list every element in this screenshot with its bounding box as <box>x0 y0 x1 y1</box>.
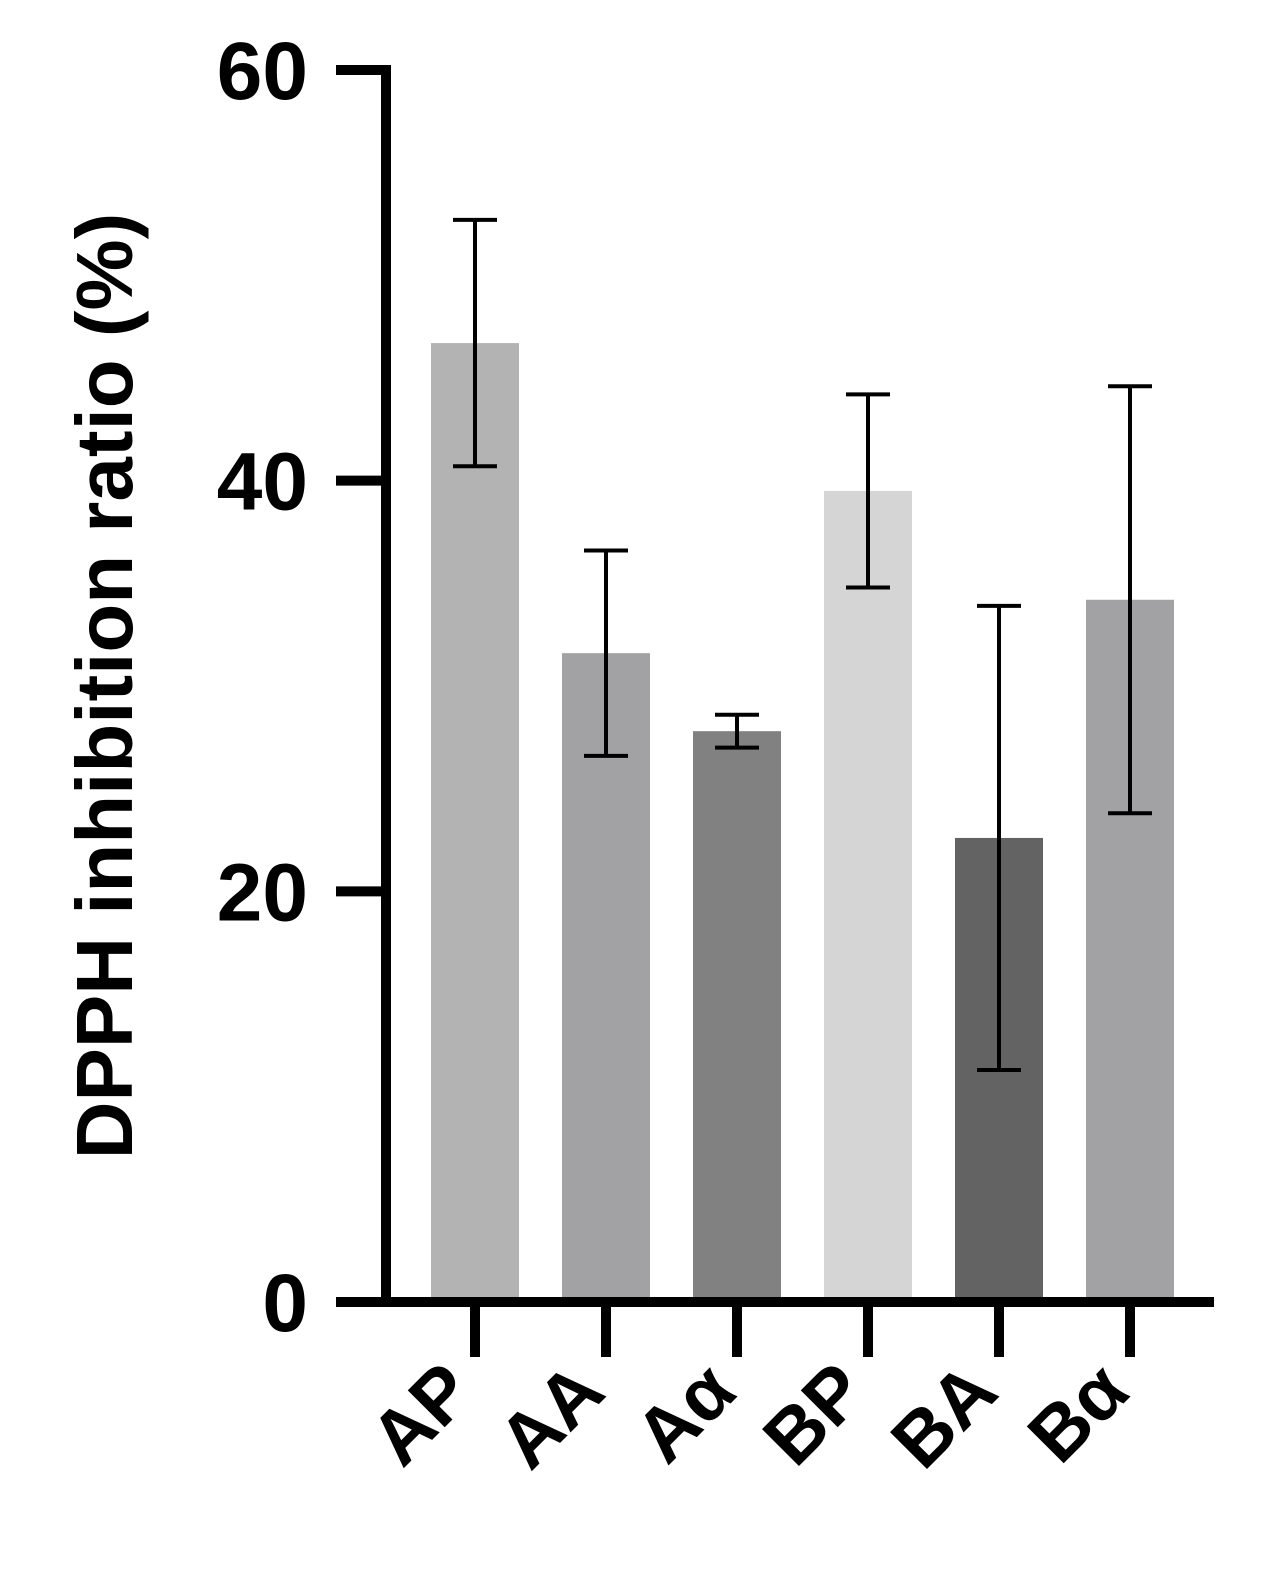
x-category-label: AP <box>354 1347 489 1482</box>
y-tick-label: 0 <box>262 1258 308 1349</box>
bar-3 <box>693 731 781 1302</box>
y-tick-label: 40 <box>217 437 308 528</box>
x-category-label: BA <box>875 1347 1013 1485</box>
axes-group <box>336 65 1214 1307</box>
bar-1 <box>431 343 519 1302</box>
bar-4 <box>824 490 912 1302</box>
y-tick-label: 20 <box>217 847 308 938</box>
x-category-label: Bα <box>1012 1347 1144 1479</box>
y-ticks-group: 0 20 40 60 <box>217 26 386 1349</box>
y-axis-title: DPPH inhibition ratio (%) <box>60 213 149 1160</box>
x-category-label: AA <box>482 1347 620 1485</box>
x-category-label: Aα <box>619 1347 751 1479</box>
y-tick-label: 60 <box>217 26 308 117</box>
bar-2 <box>562 653 650 1302</box>
error-bars-group <box>453 217 1152 1072</box>
bars-group <box>431 343 1174 1302</box>
x-category-label: BP <box>747 1347 882 1482</box>
